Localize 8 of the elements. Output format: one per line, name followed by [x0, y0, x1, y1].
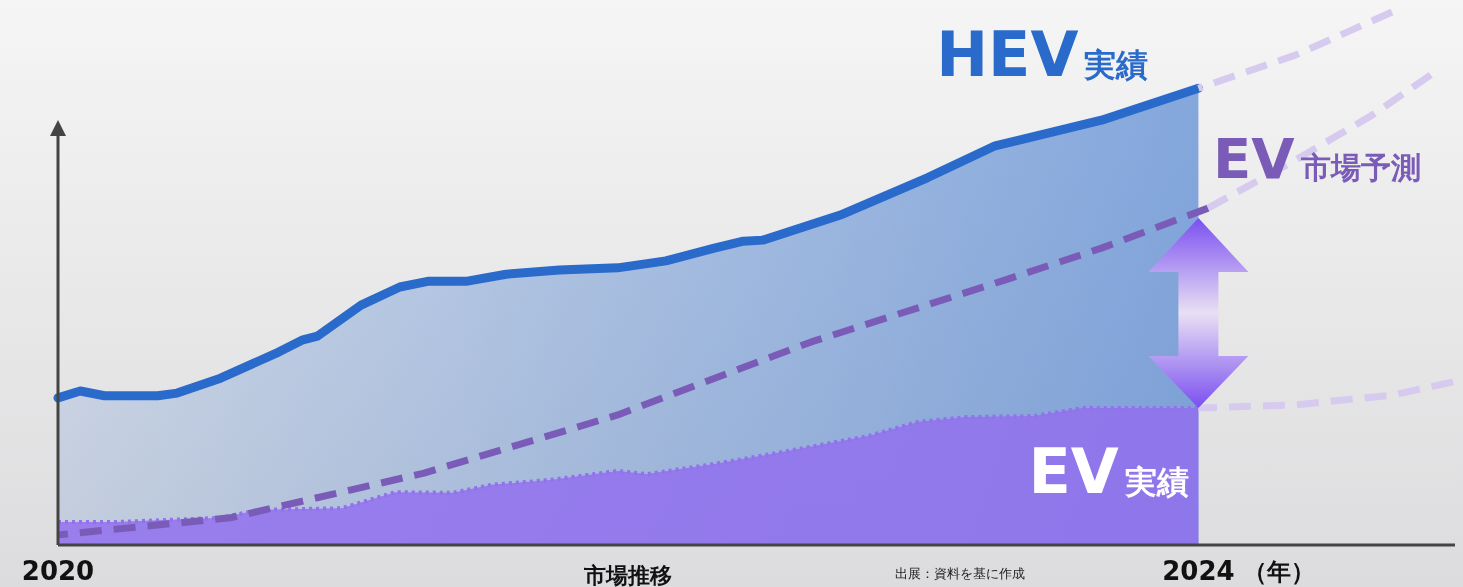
x-tick-label: 2024: [1162, 556, 1235, 586]
series-label: EV市場予測: [1213, 126, 1421, 192]
series-label: EV実績: [1028, 435, 1189, 509]
x-axis-title: 市場推移: [583, 563, 672, 587]
text: 出展：資料を基に作成: [895, 566, 1025, 581]
series-label: HEV実績: [936, 18, 1149, 92]
x-tick-label: 2020: [21, 556, 95, 586]
text: （年）: [1243, 558, 1316, 586]
